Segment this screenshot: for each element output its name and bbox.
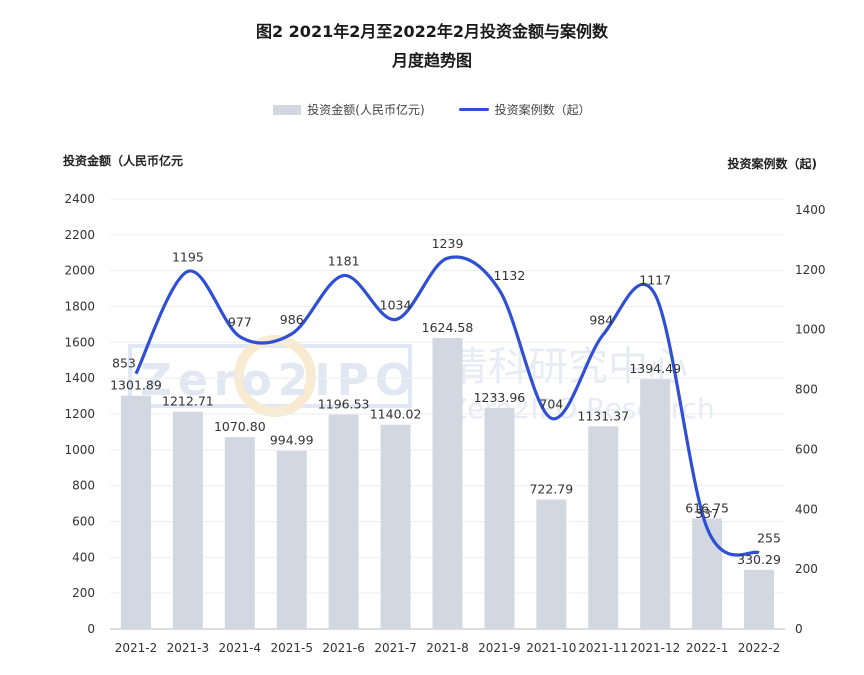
bar: [744, 569, 775, 629]
legend: 投资金额(人民币亿元) 投资案例数（起）: [0, 101, 864, 118]
y-right-tick-label: 1000: [795, 323, 826, 337]
line-value-label: 1195: [172, 249, 204, 264]
y-left-tick-label: 2000: [64, 264, 95, 278]
y-axis-left-title: 投资金额（人民币亿元: [63, 154, 184, 168]
bar-value-label: 1140.02: [370, 407, 422, 422]
x-tick-label: 2021-2: [115, 641, 158, 655]
bar: [224, 437, 255, 629]
y-right-tick-label: 1200: [795, 263, 826, 277]
line-value-label: 255: [757, 531, 781, 546]
x-tick-label: 2021-3: [167, 641, 210, 655]
y-left-tick-label: 1600: [64, 335, 95, 349]
line-value-label: 984: [589, 313, 613, 328]
bar: [692, 518, 723, 629]
y-right-tick-label: 400: [795, 502, 818, 516]
line-value-label: 704: [539, 396, 563, 411]
bar-value-label: 1394.49: [629, 361, 681, 376]
bar: [484, 407, 515, 629]
bar-value-label: 1131.37: [577, 408, 629, 423]
y-left-tick-label: 1200: [64, 407, 95, 421]
x-tick-label: 2022-1: [686, 641, 729, 655]
y-right-tick-label: 600: [795, 442, 818, 456]
line-value-label: 1181: [328, 254, 360, 269]
x-tick-label: 2021-7: [374, 641, 417, 655]
chart-title: 图2 2021年2月至2022年2月投资金额与案例数: [255, 22, 609, 41]
bar-value-label: 1301.89: [110, 378, 162, 393]
legend-bar-label: 投资金额(人民币亿元): [307, 103, 425, 117]
line-value-label: 337: [695, 506, 719, 521]
line-value-label: 1132: [494, 268, 526, 283]
y-axis-right-title: 投资案例数（起): [727, 157, 818, 171]
y-right-tick-label: 800: [795, 383, 818, 397]
y-right-tick-label: 0: [795, 622, 803, 636]
y-left-tick-label: 800: [72, 479, 95, 493]
bar-value-label: 1233.96: [474, 390, 526, 405]
x-tick-label: 2021-4: [219, 641, 262, 655]
legend-item-line: 投资案例数（起）: [458, 101, 591, 118]
bar: [328, 414, 359, 629]
bar: [120, 395, 151, 629]
legend-line-swatch: [458, 108, 489, 111]
y-left-tick-label: 1400: [64, 371, 95, 385]
line-value-label: 1117: [639, 273, 671, 288]
y-left-tick-label: 400: [72, 550, 95, 564]
y-left-tick-label: 0: [87, 622, 95, 636]
y-left-tick-label: 1800: [64, 300, 95, 314]
bar-value-label: 1624.58: [422, 320, 474, 335]
bar: [172, 411, 203, 629]
watermark-logo-text: Zero2IPO: [140, 355, 418, 406]
bar-value-label: 616.75: [685, 500, 729, 515]
bar-value-label: 994.99: [270, 433, 314, 448]
bar: [432, 337, 463, 629]
x-tick-label: 2021-10: [526, 641, 576, 655]
bar: [380, 424, 411, 629]
y-left-tick-label: 1000: [64, 443, 95, 457]
line-value-label: 986: [280, 312, 304, 327]
line-value-label: 853: [112, 356, 136, 371]
x-tick-label: 2021-8: [426, 641, 469, 655]
legend-bar-swatch: [273, 104, 302, 115]
line-value-label: 1034: [380, 298, 412, 313]
legend-item-bar: 投资金额(人民币亿元): [273, 101, 425, 118]
y-left-tick-label: 2200: [64, 228, 95, 242]
x-tick-label: 2021-5: [270, 641, 313, 655]
y-right-tick-label: 1400: [795, 203, 826, 217]
line-value-label: 977: [228, 315, 252, 330]
bar-value-label: 330.29: [737, 552, 781, 567]
bar: [276, 450, 307, 629]
bar-value-label: 1212.71: [162, 394, 214, 409]
x-tick-label: 2021-12: [630, 641, 680, 655]
y-left-tick-label: 2400: [64, 192, 95, 206]
chart-subtitle: 月度趋势图: [391, 51, 472, 70]
y-right-tick-label: 200: [795, 562, 818, 576]
x-tick-label: 2022-2: [738, 641, 781, 655]
bar-value-label: 722.79: [529, 482, 573, 497]
bar-value-label: 1196.53: [318, 397, 370, 412]
y-left-tick-label: 600: [72, 515, 95, 529]
line-value-label: 1239: [432, 236, 464, 251]
legend-line-label: 投资案例数（起）: [494, 103, 591, 117]
bar: [588, 426, 619, 629]
bar: [640, 379, 671, 629]
bar-value-label: 1070.80: [214, 419, 266, 434]
watermark-logo-box: [128, 344, 412, 408]
x-tick-label: 2021-6: [322, 641, 365, 655]
line-series: [134, 255, 760, 557]
bar: [536, 499, 567, 629]
x-tick-label: 2021-9: [478, 641, 521, 655]
y-left-tick-label: 200: [72, 586, 95, 600]
x-tick-label: 2021-11: [578, 641, 628, 655]
